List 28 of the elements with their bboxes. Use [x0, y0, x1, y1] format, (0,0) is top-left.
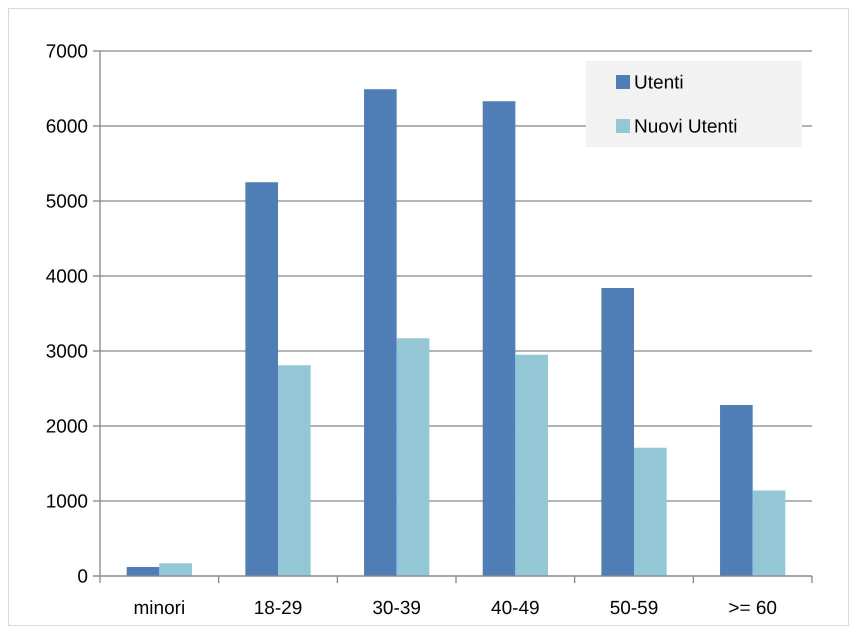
- bar: [245, 182, 278, 576]
- x-tick-label: >= 60: [728, 598, 777, 619]
- y-tick-label: 6000: [46, 116, 88, 138]
- x-tick-label: 50-59: [610, 598, 658, 619]
- bar: [396, 338, 430, 576]
- x-tick-label: 30-39: [372, 598, 421, 619]
- x-tick-label: 40-49: [491, 598, 540, 619]
- bar: [278, 365, 311, 576]
- bar: [601, 288, 634, 576]
- y-tick-label: 7000: [46, 42, 88, 63]
- bar: [126, 567, 160, 576]
- y-tick-label: 5000: [46, 192, 88, 213]
- bar: [159, 563, 192, 576]
- y-tick-label: 4000: [46, 266, 88, 288]
- bar: [634, 448, 667, 576]
- bar: [364, 89, 397, 576]
- bar: [720, 405, 753, 576]
- bar: [752, 490, 786, 576]
- x-tick-label: minori: [133, 598, 186, 619]
- legend-label: Nuovi Utenti: [634, 116, 738, 138]
- y-tick-label: 2000: [46, 416, 88, 438]
- y-tick-label: 1000: [46, 492, 88, 513]
- x-tick-label: 18-29: [254, 598, 302, 619]
- bar: [515, 354, 548, 576]
- y-tick-label: 0: [77, 566, 88, 588]
- legend-label: Utenti: [634, 72, 684, 94]
- y-tick-label: 3000: [46, 342, 88, 363]
- bar: [482, 101, 516, 576]
